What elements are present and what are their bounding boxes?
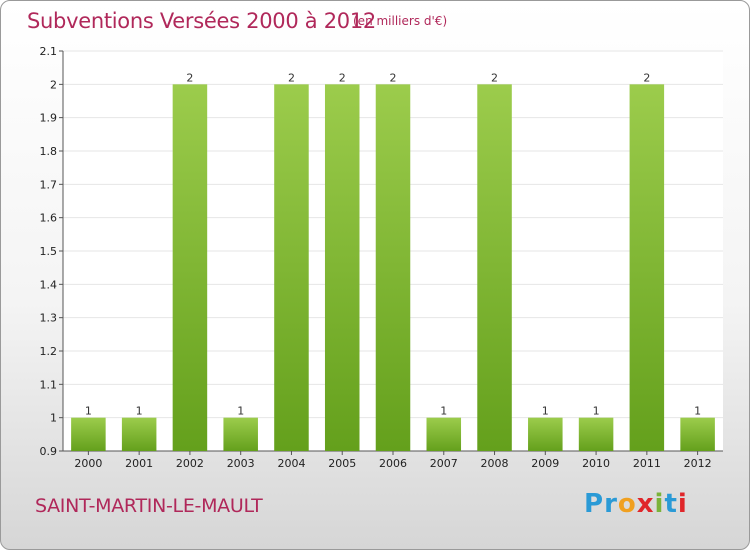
bar-2000 — [71, 417, 106, 451]
data-label-2004: 2 — [288, 71, 295, 84]
x-tick-label-2001: 2001 — [125, 457, 153, 470]
x-tick-label-2007: 2007 — [430, 457, 458, 470]
y-tick-label: 1.3 — [40, 312, 58, 325]
x-tick-label-2004: 2004 — [277, 457, 305, 470]
data-label-2008: 2 — [491, 71, 498, 84]
y-tick-label: 2 — [50, 78, 57, 91]
bar-2002 — [172, 84, 208, 451]
chart-unit: (en milliers d'€) — [353, 14, 448, 28]
y-tick-label: 1.6 — [40, 212, 58, 225]
x-tick-label-2002: 2002 — [176, 457, 204, 470]
x-tick-label-2003: 2003 — [227, 457, 255, 470]
bar-2003 — [223, 417, 258, 451]
data-label-2012: 1 — [694, 405, 701, 418]
data-label-2011: 2 — [643, 71, 650, 84]
bar-2012 — [680, 417, 715, 451]
bar-2005 — [324, 84, 360, 451]
y-tick-label: 1.5 — [40, 245, 58, 258]
y-tick-label: 1.7 — [40, 178, 58, 191]
brand-letter: i — [654, 489, 665, 519]
brand-letter: t — [664, 489, 678, 519]
y-tick-label: 2.1 — [40, 45, 58, 58]
bar-2008 — [477, 84, 512, 451]
x-tick-label-2006: 2006 — [379, 457, 407, 470]
x-tick-label-2005: 2005 — [328, 457, 356, 470]
commune-name: SAINT-MARTIN-LE-MAULT — [35, 495, 263, 517]
bar-2007 — [426, 417, 462, 451]
data-label-2000: 1 — [85, 405, 92, 418]
brand-letter: x — [636, 489, 655, 519]
bar-2004 — [274, 84, 309, 451]
y-tick-label: 1.1 — [40, 378, 58, 391]
brand-logo: Proxiti — [584, 489, 688, 519]
bar-2009 — [528, 417, 563, 451]
data-label-2010: 1 — [593, 405, 600, 418]
x-tick-label-2010: 2010 — [582, 457, 610, 470]
bar-2011 — [629, 84, 665, 451]
x-tick-label-2008: 2008 — [481, 457, 509, 470]
data-label-2006: 2 — [390, 71, 397, 84]
brand-letter: r — [604, 489, 618, 519]
data-label-2002: 2 — [186, 71, 193, 84]
brand-letter: o — [617, 489, 637, 519]
x-tick-label-2000: 2000 — [74, 457, 102, 470]
brand-letter: i — [677, 489, 688, 519]
y-tick-label: 1.9 — [40, 112, 58, 125]
bar-2006 — [375, 84, 411, 451]
brand-letter: P — [584, 489, 605, 519]
data-label-2003: 1 — [237, 405, 244, 418]
data-label-2007: 1 — [440, 405, 447, 418]
chart-title: Subventions Versées 2000 à 2012 — [27, 9, 376, 33]
x-tick-label-2009: 2009 — [531, 457, 559, 470]
x-tick-label-2012: 2012 — [684, 457, 712, 470]
bar-2001 — [121, 417, 157, 451]
y-tick-label: 1.8 — [40, 145, 58, 158]
data-label-2005: 2 — [339, 71, 346, 84]
bar-2010 — [578, 417, 614, 451]
data-label-2009: 1 — [542, 405, 549, 418]
y-tick-label: 1 — [50, 412, 57, 425]
y-tick-label: 1.2 — [40, 345, 58, 358]
data-label-2001: 1 — [136, 405, 143, 418]
y-tick-label: 1.4 — [40, 278, 58, 291]
x-tick-label-2011: 2011 — [633, 457, 661, 470]
y-tick-label: 0.9 — [40, 445, 58, 458]
